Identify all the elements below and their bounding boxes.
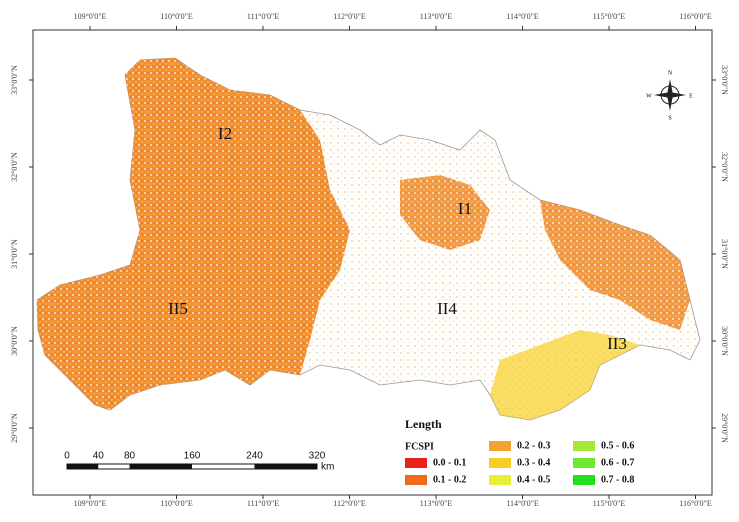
latitude-label-right: 30°0'0"N — [720, 326, 729, 356]
latitude-label-right: 31°0'0"N — [720, 239, 729, 269]
compass-label: N — [668, 70, 673, 76]
region-label: I2 — [218, 124, 232, 143]
east-zone — [540, 200, 690, 330]
longitude-label-bottom: 110°0'0"E — [160, 499, 193, 508]
legend-swatch — [573, 441, 595, 451]
legend-label: 0.6 - 0.7 — [601, 457, 634, 468]
longitude-label-top: 116°0'0"E — [679, 12, 712, 21]
compass-label: S — [668, 115, 671, 121]
region-label: II4 — [437, 299, 457, 318]
central-zone — [400, 175, 490, 250]
legend-swatch — [405, 475, 427, 485]
legend-swatch — [405, 458, 427, 468]
legend-label: 0.0 - 0.1 — [433, 457, 466, 468]
latitude-label-left: 33°0'0"N — [10, 65, 19, 95]
legend-label: 0.4 - 0.5 — [517, 474, 550, 485]
legend-swatch — [489, 458, 511, 468]
longitude-label-bottom: 109°0'0"E — [74, 499, 107, 508]
scale-label: 320 — [309, 451, 326, 462]
legend-label: 0.5 - 0.6 — [601, 440, 634, 451]
latitude-label-right: 33°0'0"N — [720, 65, 729, 95]
legend-label: 0.7 - 0.8 — [601, 474, 634, 485]
longitude-label-top: 115°0'0"E — [593, 12, 626, 21]
scale-segment — [254, 464, 317, 469]
longitude-label-top: 111°0'0"E — [247, 12, 279, 21]
region-label: II5 — [168, 299, 188, 318]
latitude-label-right: 32°0'0"N — [720, 152, 729, 182]
latitude-label-left: 29°0'0"N — [10, 413, 19, 443]
compass-label: W — [646, 93, 652, 99]
longitude-label-bottom: 113°0'0"E — [420, 499, 453, 508]
legend-swatch — [573, 475, 595, 485]
region-label: I1 — [458, 199, 472, 218]
longitude-label-bottom: 112°0'0"E — [333, 499, 366, 508]
legend: Length FCSPI 0.0 - 0.1 0.1 - 0.2 0.2 - 0.3 0.… — [405, 417, 634, 485]
legend-label: 0.3 - 0.4 — [517, 457, 550, 468]
latitude-label-left: 30°0'0"N — [10, 326, 19, 356]
longitude-label-top: 109°0'0"E — [74, 12, 107, 21]
scale-label: 160 — [184, 451, 201, 462]
longitude-label-top: 112°0'0"E — [333, 12, 366, 21]
compass-label: E — [689, 93, 693, 99]
latitude-label-left: 32°0'0"N — [10, 152, 19, 182]
longitude-label-top: 114°0'0"E — [506, 12, 539, 21]
scale-label: 40 — [93, 451, 105, 462]
legend-swatch — [573, 458, 595, 468]
scale-segment — [129, 464, 192, 469]
scale-label: 80 — [124, 451, 136, 462]
legend-label: 0.1 - 0.2 — [433, 474, 466, 485]
longitude-label-top: 113°0'0"E — [420, 12, 453, 21]
legend-label: 0.2 - 0.3 — [517, 440, 550, 451]
longitude-label-top: 110°0'0"E — [160, 12, 193, 21]
scale-label: 240 — [246, 451, 263, 462]
longitude-label-bottom: 115°0'0"E — [593, 499, 626, 508]
southeast-zone — [490, 330, 640, 420]
longitude-label-bottom: 111°0'0"E — [247, 499, 279, 508]
latitude-label-right: 29°0'0"N — [720, 413, 729, 443]
west-zone — [37, 58, 350, 410]
longitude-label-bottom: 116°0'0"E — [679, 499, 712, 508]
compass: N S E W — [646, 70, 693, 121]
scale-label: 0 — [64, 451, 70, 462]
scale-unit: km — [321, 462, 334, 473]
longitude-label-bottom: 114°0'0"E — [506, 499, 539, 508]
scale-segment — [67, 464, 99, 469]
region-label: II3 — [607, 334, 627, 353]
legend-subtitle: FCSPI — [405, 441, 434, 452]
legend-title: Length — [405, 417, 442, 431]
latitude-label-left: 31°0'0"N — [10, 239, 19, 269]
legend-swatch — [489, 475, 511, 485]
legend-swatch — [489, 441, 511, 451]
